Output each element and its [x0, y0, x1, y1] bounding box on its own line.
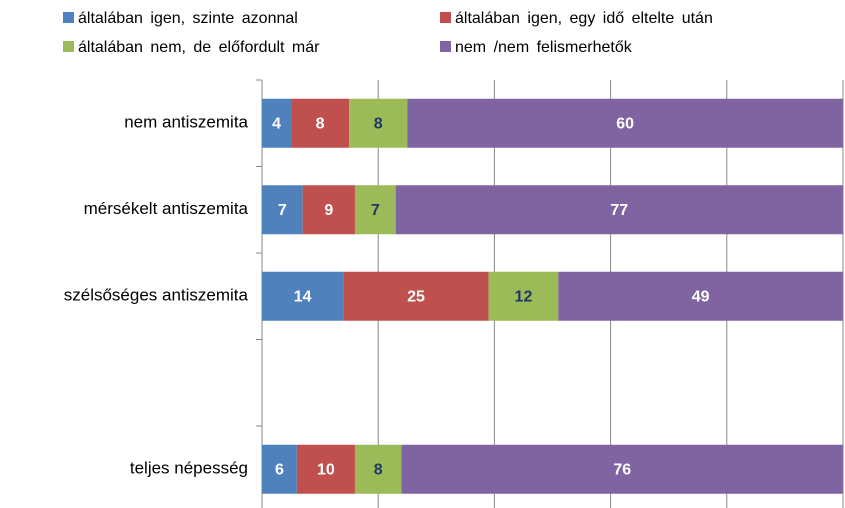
bar-segment [354, 185, 396, 235]
bar-segment [407, 98, 843, 148]
bar-segment [395, 185, 843, 235]
bar-segment [262, 98, 292, 148]
bar-segment [262, 185, 303, 235]
y-tick-label: nem antiszemita [124, 113, 248, 132]
bar-segment [262, 444, 297, 494]
bar-segment [558, 271, 843, 321]
bar-segment [488, 271, 559, 321]
legend-swatch [440, 41, 451, 52]
value-label: 76 [613, 461, 631, 478]
legend-label: nem /nem felismerhetők [455, 39, 633, 56]
legend-swatch [63, 12, 74, 23]
bar-segment [349, 98, 408, 148]
value-label: 7 [371, 202, 380, 219]
y-tick-label: mérsékelt antiszemita [84, 199, 249, 218]
bar-segment [302, 185, 355, 235]
value-label: 8 [374, 115, 383, 132]
legend-swatch [63, 41, 74, 52]
y-tick-label: teljes népesség [130, 459, 248, 478]
value-label: 8 [316, 115, 325, 132]
value-label: 49 [692, 288, 710, 305]
y-tick-label: szélsőséges antiszemita [64, 286, 249, 305]
bar-segment [354, 444, 402, 494]
value-label: 25 [407, 288, 425, 305]
legend-label: általában nem, de előfordult már [78, 39, 320, 56]
bar-segment [291, 98, 350, 148]
bar-segment [401, 444, 843, 494]
value-label: 4 [272, 115, 281, 132]
value-label: 77 [610, 202, 628, 219]
value-label: 7 [278, 202, 287, 219]
bar-segment [296, 444, 355, 494]
value-label: 12 [515, 288, 533, 305]
legend-label: általában igen, szinte azonnal [78, 10, 298, 27]
value-label: 10 [317, 461, 335, 478]
value-label: 6 [275, 461, 284, 478]
value-label: 14 [294, 288, 312, 305]
value-label: 60 [616, 115, 634, 132]
legend-label: általában igen, egy idő eltelte után [455, 10, 713, 27]
value-label: 9 [324, 202, 333, 219]
bar-segment [343, 271, 489, 321]
bar-segment [262, 271, 344, 321]
value-label: 8 [374, 461, 383, 478]
legend-swatch [440, 12, 451, 23]
